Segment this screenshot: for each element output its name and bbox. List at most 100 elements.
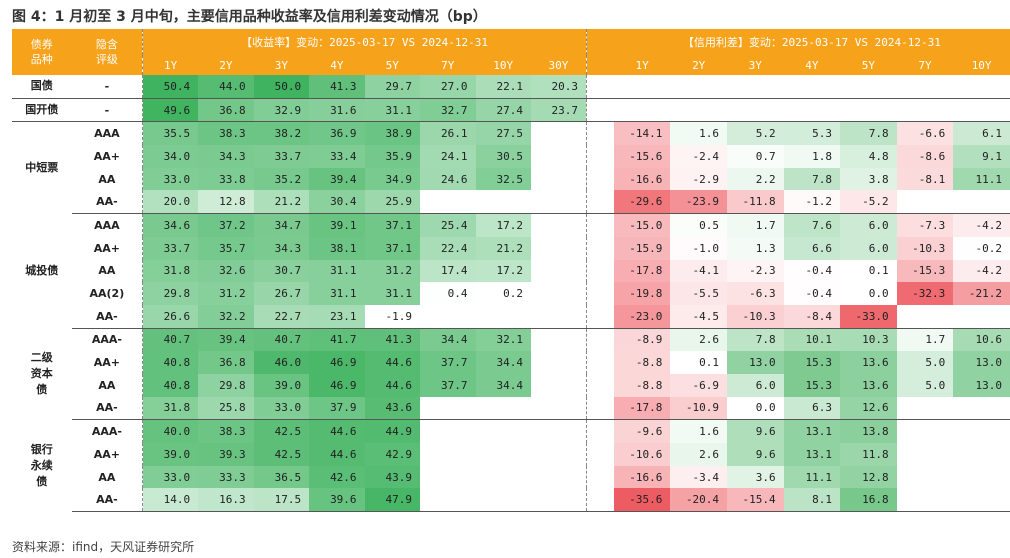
spread-change-cell: -4.2 <box>953 259 1010 283</box>
yield-change-cell: 44.6 <box>309 419 365 443</box>
spread-change-cell: -14.1 <box>613 121 671 146</box>
yield-change-cell: 34.9 <box>364 167 421 191</box>
yield-change-cell: 21.2 <box>475 236 531 260</box>
yield-change-cell: 17.5 <box>253 488 310 513</box>
bond-variety-label: 中短票 <box>25 161 59 174</box>
yield-change-cell: 33.3 <box>198 465 254 489</box>
spread-change-cell: -10.3 <box>727 304 784 329</box>
table-row: AA- 26.6 32.2 22.7 23.1 -1.9 -23.0 -4.5 -10.3 -8.… <box>12 304 1010 329</box>
yield-change-cell: 46.0 <box>253 351 310 374</box>
spread-change-cell: 13.0 <box>953 351 1010 374</box>
spread-change-cell: -2.4 <box>670 145 727 168</box>
yield-change-cell: 38.3 <box>198 419 254 443</box>
yield-change-cell <box>531 351 586 374</box>
yield-change-cell: 37.1 <box>364 236 421 260</box>
spread-change-cell: 1.6 <box>670 419 727 443</box>
yield-change-cell <box>420 190 476 215</box>
spread-change-cell: 15.3 <box>783 373 841 397</box>
bond-variety-label: 国债 <box>12 75 72 99</box>
spread-tenor-header: 3Y <box>727 55 784 75</box>
spread-change-cell: 2.6 <box>670 328 727 352</box>
yield-change-cell <box>475 304 531 329</box>
spread-change-cell: -1.0 <box>670 236 727 260</box>
table-row: AA 31.8 32.6 30.7 31.1 31.2 17.4 17.2 -17.8 -4.1-… <box>12 259 1010 283</box>
table-row: AA(2) 29.8 31.2 26.7 31.1 31.1 0.4 0.2 -19.8 -5.5… <box>12 282 1010 305</box>
spread-change-cell: -6.3 <box>727 282 784 305</box>
yield-change-cell: 44.9 <box>364 419 421 443</box>
spread-change-cell: 13.1 <box>783 443 841 466</box>
spread-change-cell: -9.6 <box>613 419 671 443</box>
yield-change-cell <box>531 466 586 489</box>
yield-change-cell: 39.4 <box>309 167 365 191</box>
yield-change-cell: 20.3 <box>530 75 587 99</box>
spread-change-cell: -15.3 <box>896 259 954 283</box>
yield-change-cell: 30.4 <box>309 190 365 215</box>
yield-change-cell: 34.4 <box>475 351 531 374</box>
yield-change-cell <box>475 396 531 421</box>
spread-change-cell <box>840 75 897 99</box>
yield-change-cell: 39.6 <box>309 488 365 513</box>
spread-change-cell: -0.4 <box>783 259 841 283</box>
yield-change-cell: 44.0 <box>198 75 254 99</box>
rating-label: AA <box>98 172 116 186</box>
yield-change-cell: 22.1 <box>475 75 531 99</box>
yield-change-cell: 27.4 <box>475 98 531 123</box>
yield-change-cell: 29.8 <box>142 282 199 305</box>
spread-change-cell: 1.7 <box>896 328 954 352</box>
yield-change-cell: 44.6 <box>364 351 421 374</box>
yield-change-cell: 33.0 <box>253 396 310 421</box>
rating-label: AA+ <box>93 149 120 163</box>
yield-change-cell <box>531 420 586 443</box>
yield-change-cell: 50.0 <box>253 75 310 99</box>
yield-change-cell: 36.9 <box>309 121 365 146</box>
spread-change-cell: 10.1 <box>783 328 841 352</box>
yield-change-cell: 29.8 <box>198 373 254 397</box>
spread-change-cell: 13.0 <box>953 373 1010 397</box>
yield-change-cell: 12.8 <box>198 190 254 215</box>
spread-change-cell: -2.9 <box>670 167 727 191</box>
yield-change-cell: 32.5 <box>475 167 531 191</box>
rating-label: AA <box>98 378 116 392</box>
yield-change-cell: 35.5 <box>142 121 199 146</box>
yield-change-cell: 34.3 <box>253 236 310 260</box>
spread-change-cell <box>953 396 1010 421</box>
section-gap <box>585 419 614 443</box>
spread-tenor-header: 10Y <box>953 55 1010 75</box>
spread-change-cell: 1.8 <box>783 145 841 168</box>
yield-change-cell: 27.0 <box>420 75 476 99</box>
yield-change-cell <box>531 214 586 237</box>
yield-change-cell: 17.4 <box>420 259 476 283</box>
spread-change-cell <box>897 443 954 466</box>
yield-tenor-header: 7Y <box>420 55 476 75</box>
spread-change-cell: -32.3 <box>896 282 954 305</box>
yield-change-cell: 36.8 <box>198 351 254 374</box>
spread-change-cell <box>896 304 954 329</box>
yield-change-cell: 14.0 <box>142 488 199 513</box>
yield-change-cell: 16.3 <box>198 488 254 513</box>
spread-change-cell: 9.6 <box>727 443 784 466</box>
spread-change-cell: -15.9 <box>613 236 671 260</box>
yield-change-cell <box>420 488 476 513</box>
yield-change-cell <box>530 396 587 421</box>
spread-change-cell: -8.8 <box>613 373 671 397</box>
spread-change-cell: 11.1 <box>783 465 841 489</box>
rating-label: AA- <box>71 396 143 421</box>
yield-change-cell: 29.7 <box>364 75 421 99</box>
spread-change-cell <box>670 98 727 123</box>
spread-change-cell: 7.8 <box>727 328 784 352</box>
table-row: AA 40.8 29.8 39.0 46.9 44.6 37.7 34.4 -8.8 -6.9 6.… <box>12 373 1010 397</box>
yield-change-cell <box>420 466 475 489</box>
spread-change-cell: 0.5 <box>670 213 727 237</box>
spread-change-cell: -10.3 <box>896 236 954 260</box>
spread-change-cell: 7.6 <box>783 213 841 237</box>
section-gap <box>585 373 614 397</box>
spread-change-cell: -8.9 <box>613 328 671 352</box>
spread-change-cell: 5.3 <box>783 121 841 146</box>
yield-change-cell: 43.6 <box>364 396 421 421</box>
yield-change-cell <box>476 466 531 489</box>
spread-change-cell: -2.3 <box>727 259 784 283</box>
yield-change-cell <box>475 488 531 513</box>
spread-change-cell: 6.0 <box>840 236 897 260</box>
spread-change-cell <box>727 98 784 123</box>
bond-variety-label: 二级 资本债 <box>30 350 53 396</box>
